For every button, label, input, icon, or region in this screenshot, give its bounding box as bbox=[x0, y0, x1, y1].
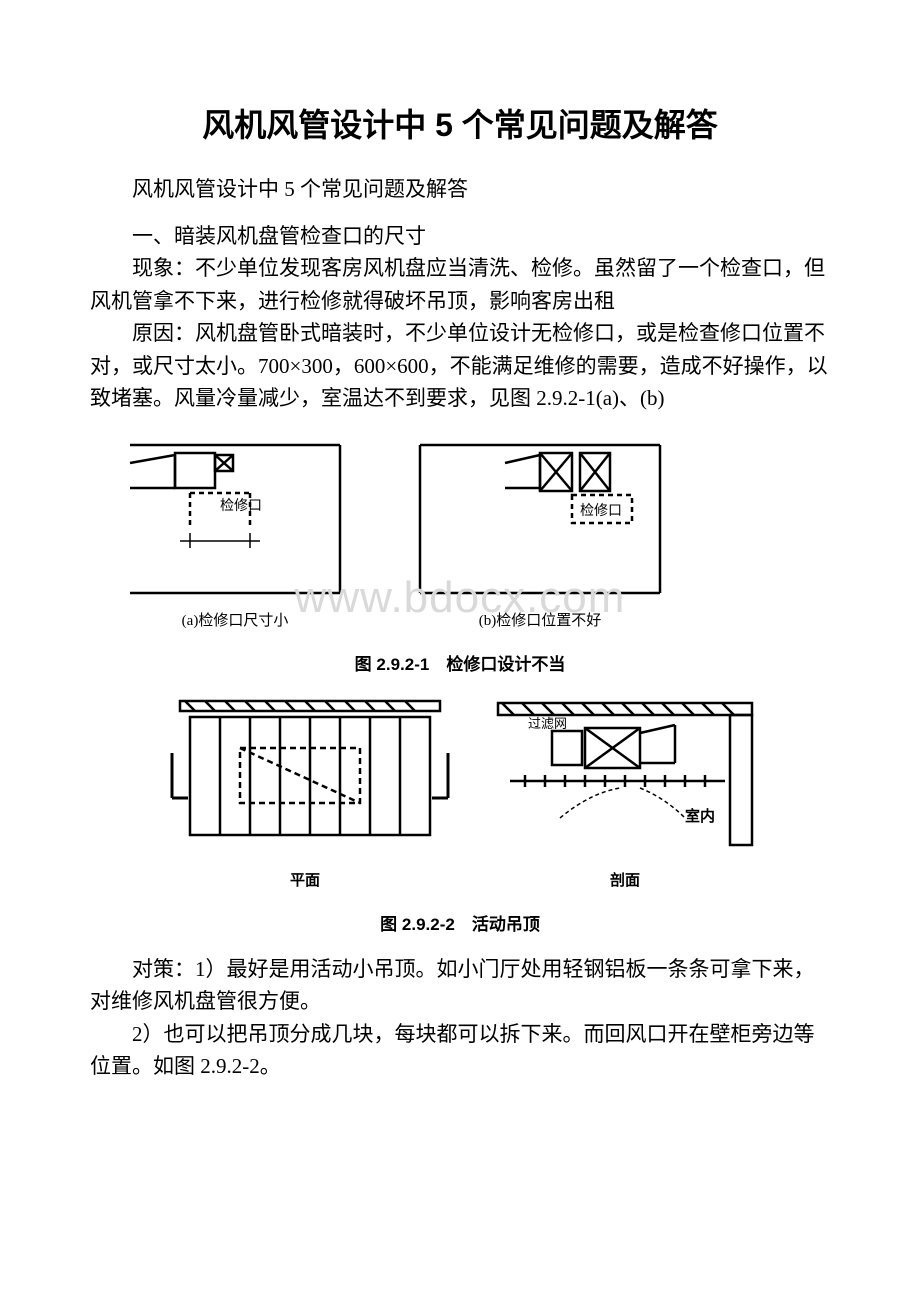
figure-b: 检修口 (b)检修口位置不好 bbox=[410, 433, 670, 630]
plan-label: 平面 bbox=[160, 869, 450, 890]
figure-plan: 平面 bbox=[160, 693, 450, 890]
page-title: 风机风管设计中 5 个常见问题及解答 bbox=[90, 100, 830, 146]
figure1-caption: 图 2.9.2-1 检修口设计不当 bbox=[90, 650, 830, 675]
diagram-a-icon: 检修口 bbox=[120, 433, 350, 603]
section-head: 一、暗装风机盘管检查口的尺寸 bbox=[90, 220, 830, 253]
diagram-section-icon: 过滤网 室内 bbox=[490, 693, 760, 863]
subtitle: 风机风管设计中 5 个常见问题及解答 bbox=[90, 174, 830, 206]
paragraph-1: 现象：不少单位发现客房风机盘应当清洗、检修。虽然留了一个检查口，但风机管拿不下来… bbox=[90, 252, 830, 317]
document-page: 风机风管设计中 5 个常见问题及解答 风机风管设计中 5 个常见问题及解答 一、… bbox=[0, 0, 920, 1143]
diagram-plan-icon bbox=[160, 693, 450, 863]
paragraph-2: 原因：风机盘管卧式暗装时，不少单位设计无检修口，或是检查修口位置不对，或尺寸太小… bbox=[90, 317, 830, 415]
caption-a: (a)检修口尺寸小 bbox=[120, 609, 350, 630]
figure-section: 过滤网 室内 剖面 bbox=[490, 693, 760, 890]
paragraph-3: 对策：1）最好是用活动小吊顶。如小门厅处用轻钢铝板一条条可拿下来，对维修风机盘管… bbox=[90, 953, 830, 1018]
paragraph-4: 2）也可以把吊顶分成几块，每块都可以拆下来。而回风口开在壁柜旁边等位置。如图 2… bbox=[90, 1018, 830, 1083]
section-label: 剖面 bbox=[490, 869, 760, 890]
caption-b: (b)检修口位置不好 bbox=[410, 609, 670, 630]
figure-2-9-2-2: 平面 bbox=[90, 693, 830, 935]
label-b: 检修口 bbox=[580, 503, 622, 519]
room-label: 室内 bbox=[685, 807, 715, 825]
label-a: 检修口 bbox=[220, 498, 262, 514]
figure-2-9-2-1: www.bdocx.com bbox=[90, 433, 830, 675]
figure2-caption: 图 2.9.2-2 活动吊顶 bbox=[90, 910, 830, 935]
filter-label: 过滤网 bbox=[528, 716, 567, 731]
diagram-b-icon: 检修口 bbox=[410, 433, 670, 603]
figure-a: 检修口 (a)检修口尺寸小 bbox=[120, 433, 350, 630]
